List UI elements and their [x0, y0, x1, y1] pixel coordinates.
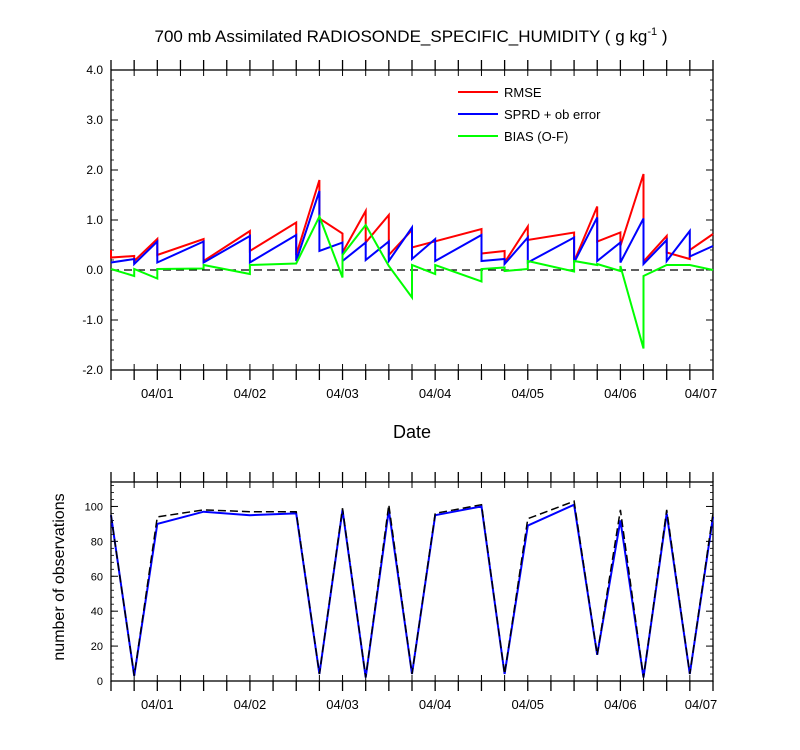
- top-x-tick-label: 04/05: [511, 386, 544, 401]
- bottom-x-tick-label: 04/02: [234, 697, 267, 712]
- bottom-series-assimilated: [110, 503, 714, 678]
- top-x-axis-label: Date: [393, 422, 431, 442]
- chart-title-superscript: -1: [647, 26, 657, 38]
- bottom-y-tick-label: 0: [97, 676, 103, 688]
- top-y-tick-label: 4.0: [86, 63, 103, 77]
- bottom-y-tick-label: 20: [91, 641, 103, 653]
- bottom-series-total: [110, 500, 714, 678]
- chart-title: 700 mb Assimilated RADIOSONDE_SPECIFIC_H…: [155, 26, 668, 46]
- bottom-x-tick-label: 04/05: [511, 697, 544, 712]
- top-x-tick-label: 04/06: [604, 386, 637, 401]
- bottom-panel: 100 80 60 40 20 0 04/01 04/02 04/03 04/04 04/05 04/…: [85, 472, 718, 712]
- bottom-y-tick-label: 60: [91, 571, 103, 583]
- top-y-tick-label: 1.0: [86, 213, 103, 227]
- legend: RMSE SPRD + ob error BIAS (O-F): [458, 85, 601, 144]
- top-y-tick-label: -1.0: [82, 313, 103, 327]
- top-x-tick-label: 04/04: [419, 386, 452, 401]
- bottom-y-tick-label: 80: [91, 536, 103, 548]
- bottom-x-tick-label: 04/03: [326, 697, 359, 712]
- top-y-tick-label: -2.0: [82, 363, 103, 377]
- bottom-y-tick-label: 100: [85, 501, 103, 513]
- bottom-x-tick-label: 04/01: [141, 697, 174, 712]
- chart-title-end: ): [657, 27, 667, 46]
- top-x-tick-label: 04/02: [234, 386, 267, 401]
- bottom-x-tick-label: 04/07: [685, 697, 718, 712]
- top-y-tick-label: 3.0: [86, 113, 103, 127]
- top-y-tick-label: 0.0: [86, 263, 103, 277]
- bottom-y-tick-label: 40: [91, 606, 103, 618]
- top-x-tick-label: 04/03: [326, 386, 359, 401]
- top-panel: 4.0 3.0 2.0 1.0 0.0 -1.0 -2.0 04/01 04/02 04/03 04…: [82, 60, 717, 401]
- top-x-tick-label: 04/01: [141, 386, 174, 401]
- top-series-sprd-ob-error: [110, 190, 714, 267]
- top-plot-frame: [110, 69, 714, 371]
- bottom-x-tick-label: 04/04: [419, 697, 452, 712]
- bottom-x-tick-label: 04/06: [604, 697, 637, 712]
- bottom-y-axis-label: number of observations: [51, 493, 68, 660]
- top-x-tick-label: 04/07: [685, 386, 718, 401]
- top-series-bias-o-f: [110, 213, 714, 349]
- legend-label: BIAS (O-F): [504, 129, 568, 144]
- chart-title-main: 700 mb Assimilated RADIOSONDE_SPECIFIC_H…: [155, 27, 648, 46]
- top-y-tick-label: 2.0: [86, 163, 103, 177]
- legend-label: RMSE: [504, 85, 542, 100]
- legend-label: SPRD + ob error: [504, 107, 601, 122]
